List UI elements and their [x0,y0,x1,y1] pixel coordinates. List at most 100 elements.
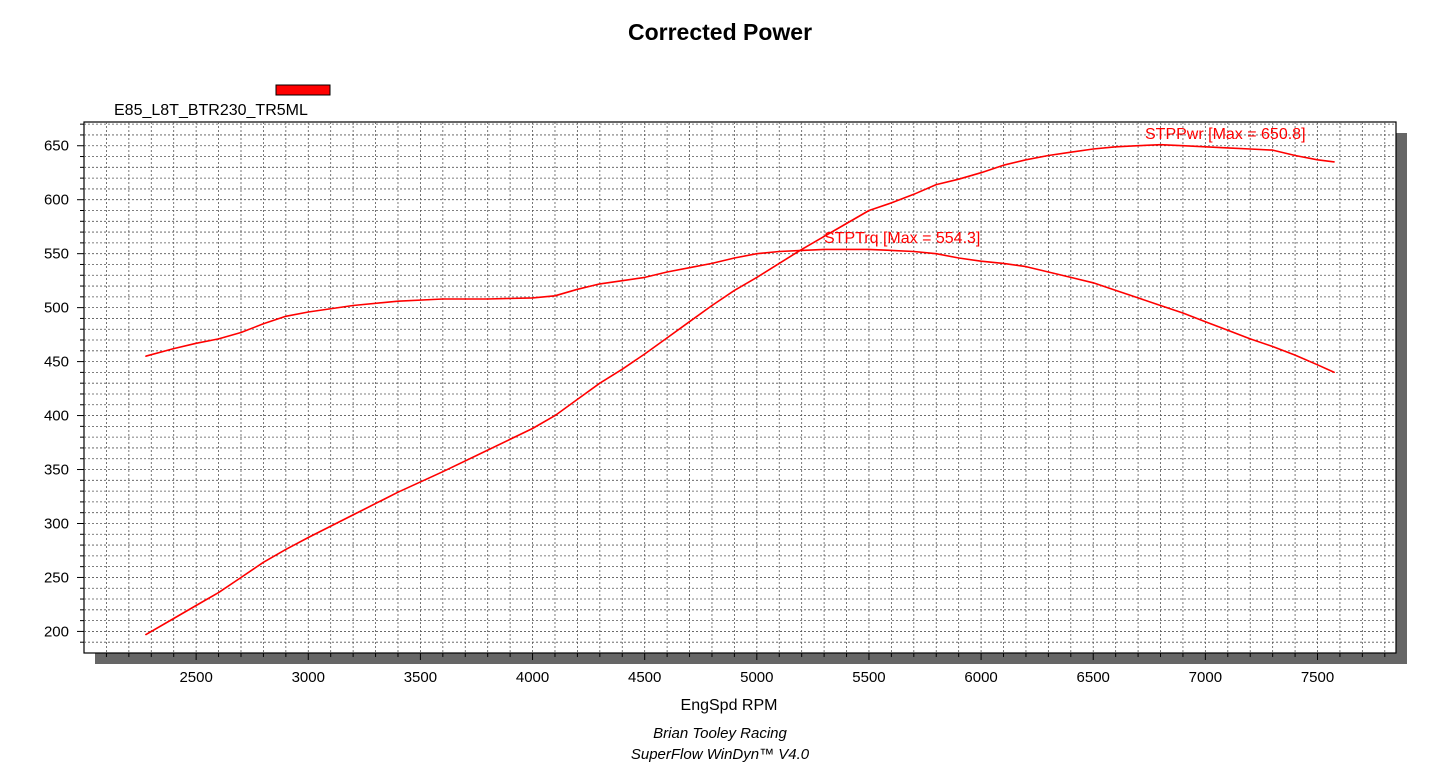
data-point-stptrq [285,315,287,317]
data-point-stppwr [621,368,623,370]
data-point-stptrq [1115,289,1117,291]
data-point-stppwr [980,172,982,174]
data-point-stppwr [1115,146,1117,148]
data-point-stptrq [576,288,579,290]
data-point-stptrq [733,257,735,259]
data-point-stppwr [285,548,287,550]
grid [84,122,1396,653]
data-point-stppwr [173,617,175,620]
x-tick-label: 3500 [404,669,437,686]
data-point-stppwr [1092,148,1094,150]
series-label-stppwr: STPPwr [Max = 650.8] [1145,126,1306,143]
data-point-stptrq [442,298,444,300]
x-tick-label: 5500 [852,669,885,686]
x-tick-label: 7500 [1301,669,1334,686]
x-tick-label: 6500 [1077,669,1110,686]
data-point-stppwr [1249,148,1251,150]
data-point-stptrq [173,348,175,350]
data-point-stptrq [935,253,937,255]
data-point-stptrq [352,304,354,307]
data-point-stppwr [913,193,915,195]
data-point-stptrq [666,271,668,273]
data-point-stptrq [778,250,780,253]
data-point-stppwr [1137,145,1139,147]
data-point-stppwr [1047,154,1049,157]
data-point-stptrq [240,331,242,334]
data-point-stppwr [217,591,220,594]
data-point-stppwr [1159,144,1162,146]
data-point-stppwr [688,321,691,323]
footer-line-2: SuperFlow WinDyn™ V4.0 [631,746,810,763]
y-tick-label: 400 [44,408,69,425]
data-point-stppwr [487,449,489,451]
data-point-stppwr [442,471,444,473]
data-point-stptrq [1002,262,1005,264]
data-point-stptrq [711,262,713,264]
series-label-stptrq: STPTrq [Max = 554.3] [824,230,980,247]
chart-title: Corrected Power [628,19,812,45]
x-tick-label: 2500 [179,669,212,686]
data-point-stppwr [307,536,309,539]
data-point-stppwr [845,222,848,225]
y-tick-label: 200 [44,623,69,640]
data-point-stppwr [240,576,242,579]
data-point-stptrq [487,298,489,300]
data-point-stppwr [801,248,803,250]
legend-swatch [275,84,331,96]
data-point-stppwr [711,304,713,307]
data-point-stptrq [890,249,892,252]
y-tick-label: 300 [44,515,69,532]
data-point-stptrq [531,297,534,299]
data-point-stppwr [397,491,399,493]
y-tick-label: 550 [44,246,69,263]
data-point-stptrq [307,311,309,313]
data-point-stppwr [599,382,601,384]
data-point-stptrq [1294,354,1296,356]
data-point-stptrq [1070,276,1072,279]
data-point-stppwr [778,262,780,264]
data-point-stptrq [1047,271,1049,273]
data-point-stptrq [1249,338,1251,340]
data-point-stppwr [733,289,735,291]
data-point-stptrq [913,250,915,253]
data-point-stppwr [868,209,870,212]
data-point-stptrq [1333,371,1335,373]
data-point-stptrq [217,338,220,340]
data-point-stppwr [1204,146,1206,148]
data-point-stppwr [1294,154,1296,157]
data-point-stptrq [644,276,646,279]
y-tick-label: 500 [44,300,69,317]
data-point-stppwr [262,561,265,563]
series-lines [145,143,1335,636]
data-point-stptrq [1137,297,1139,299]
data-point-stppwr [145,634,147,636]
legend-label: E85_L8T_BTR230_TR5ML [114,102,308,119]
data-point-stptrq [262,323,265,325]
data-point-stppwr [958,178,960,180]
data-point-stptrq [868,248,870,250]
x-tick-label: 3000 [292,669,325,686]
data-point-stptrq [1182,312,1184,314]
data-point-stppwr [666,337,668,339]
data-point-stptrq [554,295,556,297]
data-point-stppwr [823,235,825,238]
data-point-stptrq [1025,266,1027,268]
data-point-stptrq [1227,329,1229,331]
data-point-stptrq [145,355,147,357]
data-point-stppwr [1182,145,1184,147]
data-point-stppwr [352,514,354,516]
y-tick-label: 650 [44,138,69,155]
x-tick-label: 4500 [628,669,661,686]
data-point-stppwr [1025,159,1027,161]
data-point-stptrq [1159,304,1162,307]
footer-line-1: Brian Tooley Racing [653,725,787,742]
x-tick-label: 5000 [740,669,773,686]
data-point-stppwr [1316,159,1319,161]
data-point-stppwr [1070,151,1072,153]
x-axis-title: EngSpd RPM [681,697,778,714]
data-point-stppwr [890,202,892,204]
y-tick-label: 250 [44,569,69,586]
data-point-stptrq [1272,345,1274,348]
data-point-stptrq [1204,321,1206,323]
